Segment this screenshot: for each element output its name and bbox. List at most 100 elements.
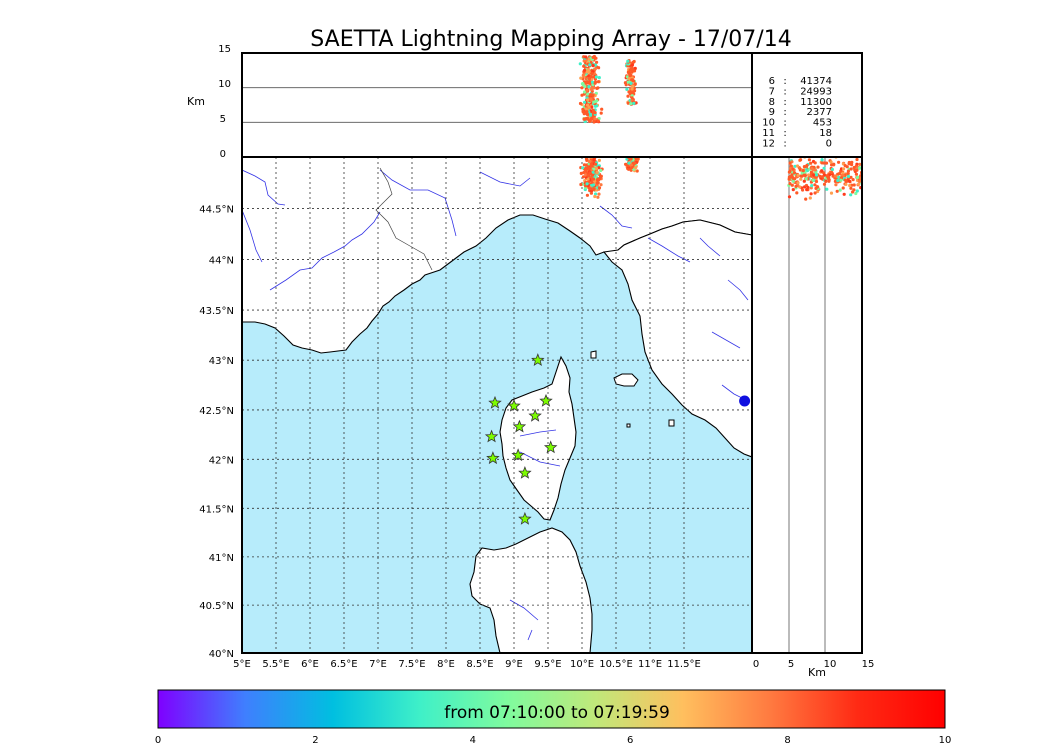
side-source-point bbox=[814, 186, 818, 190]
station-count-table: 6:413747:249938:113009:237710:45311:1812… bbox=[751, 52, 863, 158]
altitude-source-point bbox=[592, 100, 596, 104]
side-source-point bbox=[854, 191, 858, 196]
table-separator: : bbox=[783, 86, 786, 97]
map-x-tick-label: 8.5°E bbox=[466, 659, 493, 670]
map-x-tick-label: 7°E bbox=[369, 659, 387, 670]
map-x-tick-label: 6.5°E bbox=[330, 659, 357, 670]
side-source-point bbox=[799, 158, 803, 162]
side-source-point bbox=[825, 187, 829, 191]
side-source-point bbox=[833, 179, 838, 183]
side-source-point bbox=[847, 179, 852, 183]
lightning-source-point bbox=[589, 191, 594, 195]
side-source-point bbox=[820, 175, 825, 179]
table-separator: : bbox=[783, 118, 786, 129]
side-source-point bbox=[852, 188, 856, 192]
map-x-tick-label: 9.5°E bbox=[534, 659, 561, 670]
lightning-source-point bbox=[579, 171, 583, 175]
lightning-source-point bbox=[596, 195, 600, 199]
altitude-source-point bbox=[630, 63, 635, 67]
station-marker bbox=[511, 448, 525, 462]
lightning-source-point bbox=[586, 177, 590, 181]
side-source-point bbox=[800, 171, 804, 175]
side-source-point bbox=[843, 164, 847, 168]
colorbar-tick-label: 10 bbox=[939, 735, 952, 746]
lightning-source-point bbox=[599, 168, 603, 173]
side-source-point bbox=[820, 169, 824, 173]
map-y-tick-label: 44°N bbox=[209, 255, 234, 266]
lightning-source-point bbox=[590, 173, 595, 177]
side-source-point bbox=[788, 169, 792, 173]
side-source-point bbox=[836, 178, 840, 183]
altitude-source-point bbox=[578, 62, 582, 66]
altitude-longitude-panel: 15 10 5 0 Km bbox=[187, 44, 753, 160]
lightning-source-point bbox=[588, 171, 592, 175]
side-source-point bbox=[794, 184, 798, 188]
side-source-point bbox=[787, 195, 792, 199]
lightning-source-point bbox=[627, 167, 631, 171]
altitude-source-point bbox=[583, 90, 587, 94]
station-marker bbox=[488, 395, 502, 409]
lightning-source-point bbox=[586, 173, 590, 177]
side-source-point bbox=[788, 166, 793, 171]
lightning-source-point bbox=[581, 175, 586, 179]
side-source-point bbox=[788, 161, 792, 165]
colorbar-tick-label: 2 bbox=[312, 735, 318, 746]
chart-title: SAETTA Lightning Mapping Array - 17/07/1… bbox=[310, 27, 791, 52]
map-y-tick-label: 43°N bbox=[209, 356, 234, 367]
altitude-source-point bbox=[590, 71, 594, 76]
altitude-source-point bbox=[589, 93, 593, 97]
table-station-count: 8 bbox=[769, 97, 775, 108]
station-marker bbox=[512, 419, 527, 433]
table-source-count: 453 bbox=[813, 118, 832, 129]
altitude-source-point bbox=[595, 86, 599, 90]
side-source-point bbox=[805, 188, 809, 192]
map-x-tick-label: 10.5°E bbox=[599, 659, 633, 670]
lightning-source-point bbox=[592, 158, 596, 162]
altitude-source-point bbox=[630, 66, 634, 70]
side-source-point bbox=[802, 179, 806, 183]
lightning-source-point bbox=[597, 178, 601, 182]
station-marker bbox=[486, 451, 500, 465]
altitude-source-point bbox=[579, 76, 583, 80]
altitude-source-point bbox=[587, 85, 591, 89]
side-source-point bbox=[850, 160, 854, 164]
side-source-point bbox=[791, 176, 795, 180]
station-marker bbox=[518, 465, 532, 479]
lightning-source-point bbox=[635, 169, 639, 173]
small-island bbox=[590, 350, 597, 359]
map-x-tick-label: 11.5°E bbox=[667, 659, 701, 670]
altitude-source-point bbox=[594, 75, 598, 79]
side-source-point bbox=[855, 168, 859, 172]
side-source-point bbox=[795, 191, 799, 195]
side-source-point bbox=[792, 171, 797, 175]
side-source-point bbox=[852, 183, 856, 187]
table-row: 10: 453 bbox=[762, 118, 832, 129]
station-marker bbox=[507, 398, 521, 412]
table-station-count: 10 bbox=[762, 118, 775, 129]
side-source-point bbox=[813, 183, 817, 187]
table-source-count: 18 bbox=[819, 128, 832, 139]
lightning-source-point bbox=[595, 171, 599, 175]
table-row: 8: 11300 bbox=[769, 97, 832, 108]
table-source-count: 0 bbox=[826, 138, 832, 149]
table-row: 6: 41374 bbox=[769, 76, 832, 87]
altitude-source-point bbox=[583, 117, 587, 121]
lightning-source-point bbox=[591, 183, 596, 187]
altitude-source-point bbox=[626, 59, 630, 63]
map-x-tick-label: 5°E bbox=[233, 659, 251, 670]
latitude-altitude-panel: 0 5 10 15 Km bbox=[751, 156, 874, 679]
side-source-point bbox=[849, 193, 853, 197]
side-source-point bbox=[837, 172, 842, 176]
altitude-source-point bbox=[600, 107, 604, 111]
side-source-point bbox=[807, 158, 812, 162]
lightning-source-point bbox=[634, 157, 638, 161]
lightning-source-point bbox=[595, 181, 599, 185]
altitude-source-point bbox=[587, 76, 591, 81]
side-source-point bbox=[799, 177, 803, 181]
altitude-source-point bbox=[587, 57, 591, 61]
altitude-source-point bbox=[626, 94, 630, 98]
side-source-point bbox=[840, 173, 844, 177]
altitude-source-point bbox=[583, 100, 587, 104]
altitude-source-point bbox=[596, 80, 601, 84]
elba-island bbox=[613, 373, 639, 387]
